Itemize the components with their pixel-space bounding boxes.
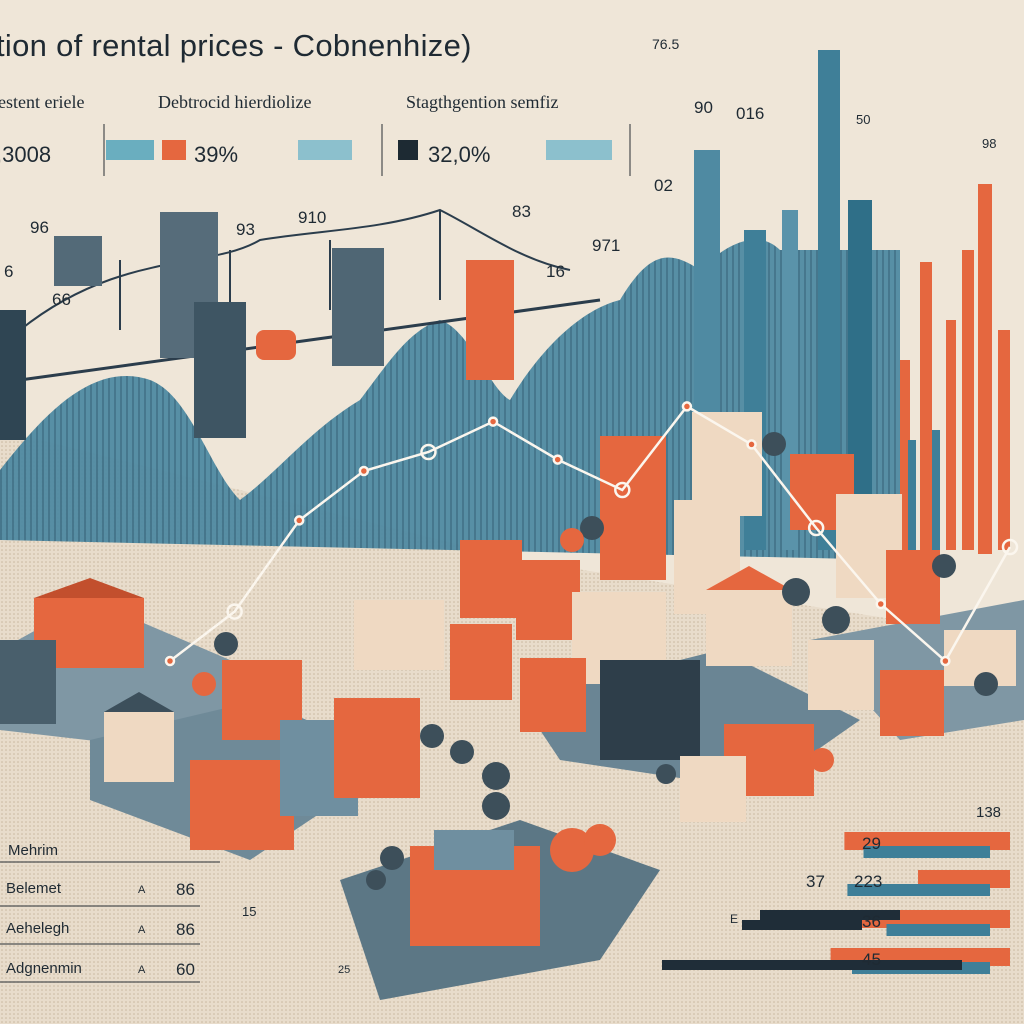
vehicle xyxy=(256,330,296,360)
scatter-label: 016 xyxy=(736,104,765,123)
hbar-teal xyxy=(886,924,990,936)
bottom-label: 15 xyxy=(242,904,257,919)
table-row-value: 86 xyxy=(176,920,195,939)
scatter-label: 971 xyxy=(592,236,621,255)
line-point xyxy=(487,416,499,427)
hbar-dark xyxy=(760,910,900,920)
price-line xyxy=(169,404,1012,663)
scatter-label: 66 xyxy=(52,290,71,309)
legend-label-1: estent eriele xyxy=(0,92,85,112)
scatter-label: 83 xyxy=(512,202,531,221)
hbar-label: 29 xyxy=(862,834,881,853)
tower xyxy=(332,248,384,366)
price-line-series xyxy=(164,401,1019,667)
legend-value-3: 32,0% xyxy=(428,142,491,167)
scatter-label: 93 xyxy=(236,220,255,239)
table-row-mark: A xyxy=(138,924,146,936)
scatter-label: 02 xyxy=(654,176,673,195)
scatter-label: 16 xyxy=(546,262,565,281)
hbar-label: 36 xyxy=(862,912,881,931)
houses xyxy=(0,412,1016,946)
hbar-label: 37 xyxy=(806,872,825,891)
hbar-orange xyxy=(918,870,1010,888)
line-point xyxy=(164,655,176,667)
background-wave xyxy=(0,239,900,560)
line-point xyxy=(1001,538,1019,556)
scatter-label: 50 xyxy=(856,112,871,127)
legend-label-2: Debtrocid hierdiolize xyxy=(158,92,312,112)
line-point xyxy=(875,598,887,610)
line-point xyxy=(226,603,243,620)
trees xyxy=(192,432,998,890)
hbar-label: 223 xyxy=(854,872,883,891)
line-point xyxy=(681,401,693,412)
line-point xyxy=(293,515,305,526)
table-row-value: 86 xyxy=(176,880,195,899)
table-row-name: Belemet xyxy=(6,880,62,897)
scatter-label: 910 xyxy=(298,208,327,227)
bottom-label: 25 xyxy=(338,964,351,976)
table-row-mark: A xyxy=(138,884,146,896)
legend-value-2: 39% xyxy=(194,142,239,167)
table-lines xyxy=(0,861,220,983)
line-point xyxy=(420,443,437,461)
tower xyxy=(194,302,246,438)
legend-label-3: Stagthgention semfiz xyxy=(406,92,559,112)
tower xyxy=(0,310,26,440)
line-point xyxy=(746,439,757,450)
hbar-dark xyxy=(662,960,962,970)
scatter-label: 76.5 xyxy=(652,36,680,52)
line-point xyxy=(552,454,563,465)
legend-value-1: ,3008 xyxy=(0,142,52,167)
hbar-label: 45 xyxy=(862,950,881,969)
line-point xyxy=(940,655,951,667)
line-point xyxy=(358,465,370,477)
tower xyxy=(54,236,102,286)
tower xyxy=(466,260,514,380)
scatter-label: 96 xyxy=(30,218,49,237)
table-row-mark: A xyxy=(138,964,146,976)
hbar-orange xyxy=(844,832,1010,850)
line-point xyxy=(807,519,825,537)
scatter-label: 98 xyxy=(982,136,997,151)
ground-plane xyxy=(0,430,1024,1024)
table-row-name: Aehelegh xyxy=(6,920,70,937)
scatter-label: 90 xyxy=(694,98,713,117)
line-point xyxy=(614,481,631,499)
hbar-dark xyxy=(742,920,862,930)
table-row-value: 60 xyxy=(176,960,195,979)
hbar-teal xyxy=(863,846,990,858)
table-row-name: Adgnenmin xyxy=(6,960,82,977)
scatter-label: 6 xyxy=(4,262,14,281)
hbar-teal xyxy=(921,884,990,896)
legend-swatches xyxy=(103,124,631,176)
horizontal-bars xyxy=(662,832,1010,974)
hbar-top-label: 138 xyxy=(976,804,1002,821)
table-header: Mehrim xyxy=(8,842,59,859)
hbar-label: E xyxy=(730,912,739,926)
chart-title: tion of rental prices - Cobnenhize) xyxy=(0,28,472,63)
